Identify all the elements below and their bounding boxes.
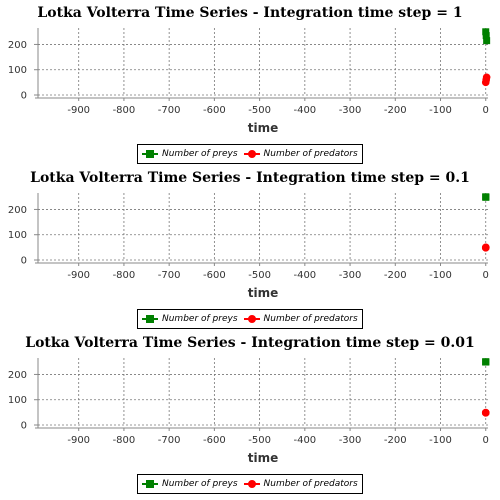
predator-data-point: [482, 73, 491, 82]
chart-panel-2: Lotka Volterra Time Series - Integration…: [0, 165, 500, 330]
red-circle-marker-icon: [243, 149, 260, 159]
x-tick-label: -500: [248, 105, 271, 116]
x-tick-label: -400: [293, 105, 316, 116]
prey-data-point: [482, 32, 490, 40]
y-tick-label: 0: [21, 256, 27, 267]
y-tick-label: 200: [8, 205, 27, 216]
x-tick-label: -500: [248, 270, 271, 281]
x-tick-label: -700: [158, 435, 181, 446]
x-tick-label: -800: [113, 435, 136, 446]
x-tick-label: -100: [429, 105, 452, 116]
x-tick-label: -300: [339, 435, 362, 446]
legend-label: Number of predators: [263, 479, 358, 489]
x-tick-label: -200: [384, 270, 407, 281]
y-tick-label: 100: [8, 395, 27, 406]
x-tick-label: 0: [483, 270, 489, 281]
x-tick-label: 0: [483, 105, 489, 116]
legend-item: Number of predators: [243, 479, 358, 489]
y-tick-label: 100: [8, 230, 27, 241]
legend-item: Number of preys: [142, 314, 238, 324]
x-tick-label: -900: [67, 270, 90, 281]
chart-title: Lotka Volterra Time Series - Integration…: [30, 170, 470, 186]
legend-item: Number of predators: [243, 314, 358, 324]
x-tick-label: -600: [203, 435, 226, 446]
legend-label: Number of preys: [162, 149, 238, 159]
y-tick-label: 100: [8, 65, 27, 76]
legend-item: Number of preys: [142, 479, 238, 489]
x-tick-label: -400: [293, 435, 316, 446]
prey-data-point: [482, 358, 490, 366]
legend-label: Number of predators: [263, 149, 358, 159]
x-tick-label: -100: [429, 270, 452, 281]
y-tick-label: 200: [8, 370, 27, 381]
legend-label: Number of preys: [162, 314, 238, 324]
legend-item: Number of predators: [243, 149, 358, 159]
x-tick-label: -700: [158, 105, 181, 116]
y-tick-label: 0: [21, 91, 27, 102]
x-tick-label: -200: [384, 435, 407, 446]
y-tick-label: 0: [21, 421, 27, 432]
x-tick-label: -200: [384, 105, 407, 116]
red-circle-marker-icon: [243, 479, 260, 489]
x-tick-label: -500: [248, 435, 271, 446]
chart-panel-3: Lotka Volterra Time Series - Integration…: [0, 330, 500, 495]
x-tick-label: 0: [483, 435, 489, 446]
green-square-marker-icon: [142, 149, 158, 159]
chart-title: Lotka Volterra Time Series - Integration…: [37, 5, 462, 21]
x-tick-label: -900: [67, 105, 90, 116]
green-square-marker-icon: [142, 314, 158, 324]
x-tick-label: -300: [339, 270, 362, 281]
prey-data-point: [482, 28, 490, 36]
chart-svg: Lotka Volterra Time Series - Integration…: [8, 5, 491, 135]
prey-data-point: [482, 193, 490, 201]
predator-data-point: [481, 408, 490, 417]
prey-data-point: [483, 37, 491, 45]
chart-title: Lotka Volterra Time Series - Integration…: [25, 335, 475, 351]
red-circle-marker-icon: [243, 314, 260, 324]
chart-legend: Number of preys Number of predators: [137, 309, 363, 329]
legend-label: Number of preys: [162, 479, 238, 489]
chart-legend: Number of preys Number of predators: [137, 474, 363, 494]
x-axis-label: time: [248, 121, 279, 135]
x-tick-label: -800: [113, 270, 136, 281]
x-tick-label: -600: [203, 270, 226, 281]
chart-panel-1: Lotka Volterra Time Series - Integration…: [0, 0, 500, 165]
chart-svg: Lotka Volterra Time Series - Integration…: [8, 335, 490, 465]
predator-data-point: [482, 243, 490, 252]
legend-item: Number of preys: [142, 149, 238, 159]
x-tick-label: -700: [158, 270, 181, 281]
y-tick-label: 200: [8, 40, 27, 51]
green-square-marker-icon: [142, 479, 158, 489]
legend-label: Number of predators: [263, 314, 358, 324]
x-tick-label: -400: [293, 270, 316, 281]
chart-svg: Lotka Volterra Time Series - Integration…: [8, 170, 490, 300]
x-tick-label: -600: [203, 105, 226, 116]
x-tick-label: -100: [429, 435, 452, 446]
x-axis-label: time: [248, 451, 279, 465]
chart-legend: Number of preys Number of predators: [137, 144, 363, 164]
x-tick-label: -800: [113, 105, 136, 116]
x-tick-label: -300: [339, 105, 362, 116]
x-tick-label: -900: [67, 435, 90, 446]
x-axis-label: time: [248, 286, 279, 300]
